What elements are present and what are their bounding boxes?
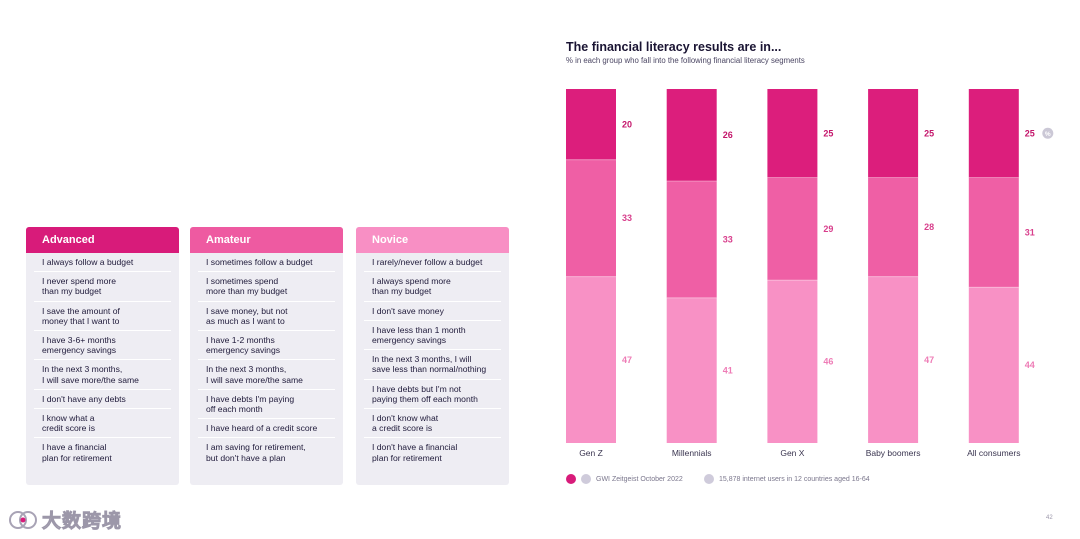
bar-amateur-4 (968, 177, 1019, 288)
data-label: 29 (823, 224, 833, 234)
percent-badge-icon (1042, 127, 1054, 139)
category-label: Gen X (780, 448, 804, 458)
data-label: 25 (1025, 128, 1035, 138)
segment-card-amateur: Amateur I sometimes follow a budget I som… (190, 227, 343, 485)
category-label: All consumers (967, 448, 1020, 458)
bar-advanced-2 (767, 89, 818, 178)
data-label: 31 (1025, 227, 1035, 237)
segment-item: I always follow a budget (34, 253, 171, 273)
segment-item: I have less than 1 month emergency saving… (364, 321, 501, 351)
segment-item: I have 3-6+ months emergency savings (34, 331, 171, 361)
segment-item: I save the amount of money that I want to (34, 302, 171, 332)
segment-item: In the next 3 months, I will save more/th… (198, 360, 335, 390)
chart-subtitle: % in each group who fall into the follow… (566, 56, 805, 65)
watermark-logo-icon (9, 510, 37, 529)
bar-novice-3 (868, 276, 919, 443)
segment-item: I am saving for retirement, but don't hav… (206, 442, 306, 463)
source-text: GWI Zeitgeist October 2022 (596, 475, 683, 483)
bar-novice-1 (666, 297, 717, 443)
bar-advanced-0 (566, 89, 616, 160)
data-label: 28 (924, 222, 934, 232)
segment-item: I have heard of a credit score (198, 419, 335, 439)
segment-item: I always spend more than my budget (364, 272, 501, 302)
data-label: 46 (823, 357, 833, 367)
data-label: 41 (723, 365, 733, 375)
data-label: 25 (924, 128, 934, 138)
segment-item: I rarely/never follow a budget (364, 253, 501, 273)
segment-card-novice: Novice I rarely/never follow a budget I a… (356, 227, 509, 485)
segment-item: I sometimes follow a budget (198, 253, 335, 273)
segment-list-amateur: I sometimes follow a budget I sometimes s… (190, 253, 343, 467)
segment-list-advanced: I always follow a budget I never spend mo… (26, 253, 179, 467)
bar-novice-0 (566, 276, 616, 443)
segment-title-novice: Novice (356, 227, 509, 253)
segment-title-advanced: Advanced (26, 227, 179, 253)
sample-text: 15,878 internet users in 12 countries ag… (719, 475, 870, 483)
data-label: 33 (723, 234, 733, 244)
footer-source: GWI Zeitgeist October 2022 (566, 474, 683, 484)
segment-item: I have debts I'm paying off each month (198, 390, 335, 420)
percent-badge-label: % (1045, 131, 1051, 138)
category-label: Baby boomers (866, 448, 921, 458)
category-label: Millennials (672, 448, 712, 458)
page-number: 42 (1046, 515, 1053, 521)
data-label: 47 (924, 355, 934, 365)
segment-item: I don't have any debts (34, 390, 171, 410)
bar-advanced-3 (868, 89, 919, 178)
data-label: 20 (622, 119, 632, 129)
bar-amateur-1 (666, 181, 717, 298)
data-label: 33 (622, 213, 632, 223)
segment-card-advanced: Advanced I always follow a budget I never… (26, 227, 179, 485)
data-label: 47 (622, 355, 632, 365)
bar-advanced-1 (666, 89, 717, 182)
chart-title: The financial literacy results are in... (566, 40, 782, 54)
segment-list-novice: I rarely/never follow a budget I always s… (356, 253, 509, 467)
data-label: 26 (723, 130, 733, 140)
data-label: 25 (823, 128, 833, 138)
chart-icon (566, 474, 576, 484)
bar-amateur-0 (566, 159, 616, 277)
segment-item: I sometimes spend more than my budget (198, 272, 335, 302)
watermark: 大数跨境 (8, 506, 122, 533)
watermark-text: 大数跨境 (42, 510, 123, 533)
bar-amateur-3 (868, 177, 919, 277)
users-icon (704, 474, 714, 484)
segment-item: In the next 3 months, I will save more/th… (34, 360, 171, 390)
segment-item: I have 1-2 months emergency savings (198, 331, 335, 361)
bar-novice-4 (968, 287, 1019, 443)
segment-item: I know what a credit score is (34, 409, 171, 439)
segment-item: I have a financial plan for retirement (42, 442, 112, 463)
segment-item: I don't have a financial plan for retirem… (372, 442, 458, 463)
footer-sample: 15,878 internet users in 12 countries ag… (704, 474, 870, 484)
bar-novice-2 (767, 280, 818, 443)
segment-title-amateur: Amateur (190, 227, 343, 253)
bar-amateur-2 (767, 177, 818, 281)
category-label: Gen Z (579, 448, 603, 458)
segment-item: I never spend more than my budget (34, 272, 171, 302)
segment-item: I save money, but not as much as I want t… (198, 302, 335, 332)
globe-icon (581, 474, 591, 484)
segment-item: I don't know what a credit score is (364, 409, 501, 439)
bar-advanced-4 (968, 89, 1019, 178)
segment-item: I have debts but I'm not paying them off … (364, 380, 501, 410)
data-label: 44 (1025, 360, 1035, 370)
segment-item: I don't save money (364, 302, 501, 321)
segment-item: In the next 3 months, I will save less th… (364, 350, 501, 380)
